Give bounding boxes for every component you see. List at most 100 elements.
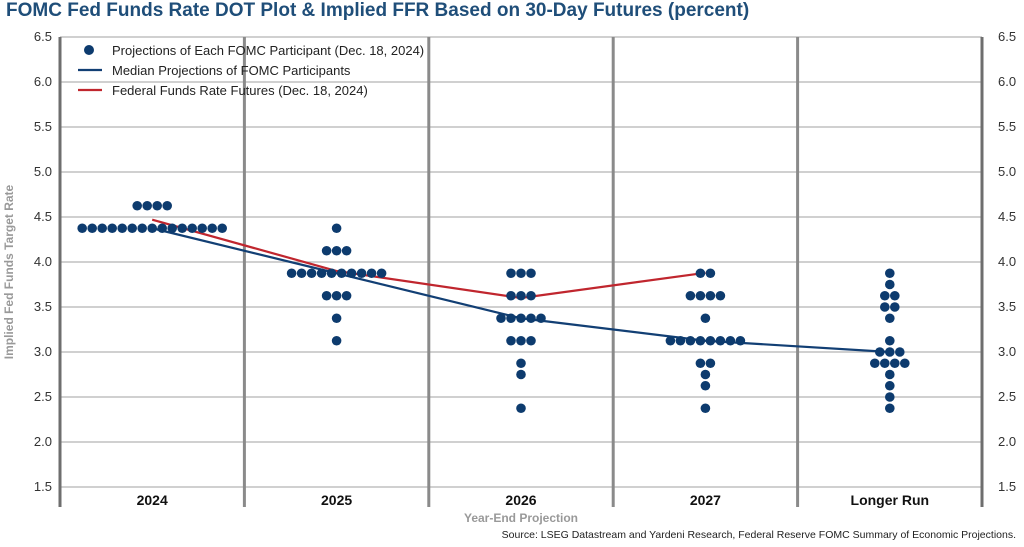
participant-dot	[152, 200, 162, 211]
participant-dot	[162, 200, 172, 211]
participant-dot	[885, 268, 895, 279]
y-tick-label-right: 3.5	[998, 299, 1016, 314]
participant-dot	[725, 335, 736, 346]
legend-label: Projections of Each FOMC Participant (De…	[112, 43, 424, 58]
participant-dot	[700, 313, 711, 324]
participant-dot	[516, 358, 526, 369]
y-axis-title: Implied Fed Funds Target Rate	[2, 184, 16, 359]
participant-dot	[705, 358, 716, 369]
y-tick-label-left: 1.5	[34, 479, 52, 494]
x-category-label: 2024	[137, 492, 168, 508]
participant-dot	[506, 335, 516, 346]
participant-dot	[306, 268, 317, 279]
participant-dot	[526, 290, 536, 301]
y-tick-label-right: 5.0	[998, 164, 1016, 179]
y-tick-label-left: 5.0	[34, 164, 52, 179]
participant-dot	[77, 223, 87, 234]
participant-dot	[695, 268, 706, 279]
y-tick-label-right: 6.5	[998, 29, 1016, 44]
participant-dot	[695, 290, 706, 301]
participant-dot	[885, 279, 895, 290]
y-tick-label-left: 2.0	[34, 434, 52, 449]
participant-dot	[331, 223, 342, 234]
participant-dot	[705, 268, 716, 279]
participant-dot	[296, 268, 307, 279]
participant-dot	[516, 290, 526, 301]
y-tick-label-left: 6.0	[34, 74, 52, 89]
participant-dot	[516, 335, 526, 346]
participant-dot	[900, 358, 910, 369]
participant-dot	[885, 347, 895, 357]
participant-dot	[885, 335, 895, 346]
series-lines	[151, 218, 890, 354]
participant-dot	[516, 403, 526, 414]
participant-dot	[705, 290, 716, 301]
participant-dot	[331, 290, 342, 301]
participant-dot	[880, 290, 890, 301]
participant-dot	[516, 369, 526, 380]
participant-dot	[167, 223, 177, 234]
participant-dots	[77, 200, 910, 414]
participant-dot	[187, 223, 197, 234]
chart-title: FOMC Fed Funds Rate DOT Plot & Implied F…	[6, 0, 750, 21]
participant-dot	[142, 200, 152, 211]
participant-dot	[885, 403, 895, 414]
participant-dot	[356, 268, 367, 279]
participant-dot	[157, 223, 167, 234]
y-tick-label-left: 4.0	[34, 254, 52, 269]
participant-dot	[217, 223, 227, 234]
participant-dot	[341, 245, 352, 256]
participant-dot	[117, 223, 127, 234]
participant-dot	[286, 268, 297, 279]
participant-dot	[880, 358, 890, 369]
y-tick-label-left: 3.5	[34, 299, 52, 314]
participant-dot	[341, 290, 352, 301]
participant-dot	[132, 200, 142, 211]
source-note: Source: LSEG Datastream and Yardeni Rese…	[501, 529, 1016, 541]
participant-dot	[695, 335, 706, 346]
participant-dot	[326, 268, 337, 279]
participant-dot	[526, 313, 536, 324]
participant-dot	[346, 268, 357, 279]
participant-dot	[127, 223, 137, 234]
participant-dot	[890, 358, 900, 369]
participant-dot	[895, 347, 905, 357]
y-tick-label-right: 2.5	[998, 389, 1016, 404]
y-tick-label-left: 3.0	[34, 344, 52, 359]
participant-dot	[885, 392, 895, 402]
participant-dot	[496, 313, 506, 324]
participant-dot	[675, 335, 686, 346]
participant-dot	[506, 268, 516, 279]
participant-dot	[331, 245, 342, 256]
participant-dot	[147, 223, 157, 234]
participant-dot	[526, 268, 536, 279]
participant-dot	[685, 335, 696, 346]
x-category-label: 2027	[690, 492, 721, 508]
participant-dot	[336, 268, 347, 279]
participant-dot	[331, 335, 342, 346]
legend: Projections of Each FOMC Participant (De…	[78, 43, 424, 98]
participant-dot	[665, 335, 676, 346]
legend-label: Federal Funds Rate Futures (Dec. 18, 202…	[112, 83, 368, 98]
participant-dot	[890, 290, 900, 301]
participant-dot	[516, 313, 526, 324]
y-tick-label-left: 6.5	[34, 29, 52, 44]
y-tick-label-left: 5.5	[34, 119, 52, 134]
participant-dot	[207, 223, 217, 234]
median-line	[151, 227, 890, 354]
y-tick-label-right: 5.5	[998, 119, 1016, 134]
legend-label: Median Projections of FOMC Participants	[112, 63, 351, 78]
x-category-label: 2026	[505, 492, 536, 508]
participant-dot	[526, 335, 536, 346]
participant-dot	[331, 313, 342, 324]
participant-dot	[715, 335, 726, 346]
participant-dot	[87, 223, 97, 234]
participant-dot	[700, 380, 711, 391]
participant-dot	[321, 290, 332, 301]
participant-dot	[316, 268, 327, 279]
participant-dot	[880, 302, 890, 312]
participant-dot	[715, 290, 726, 301]
participant-dot	[885, 369, 895, 380]
participant-dot	[197, 223, 207, 234]
